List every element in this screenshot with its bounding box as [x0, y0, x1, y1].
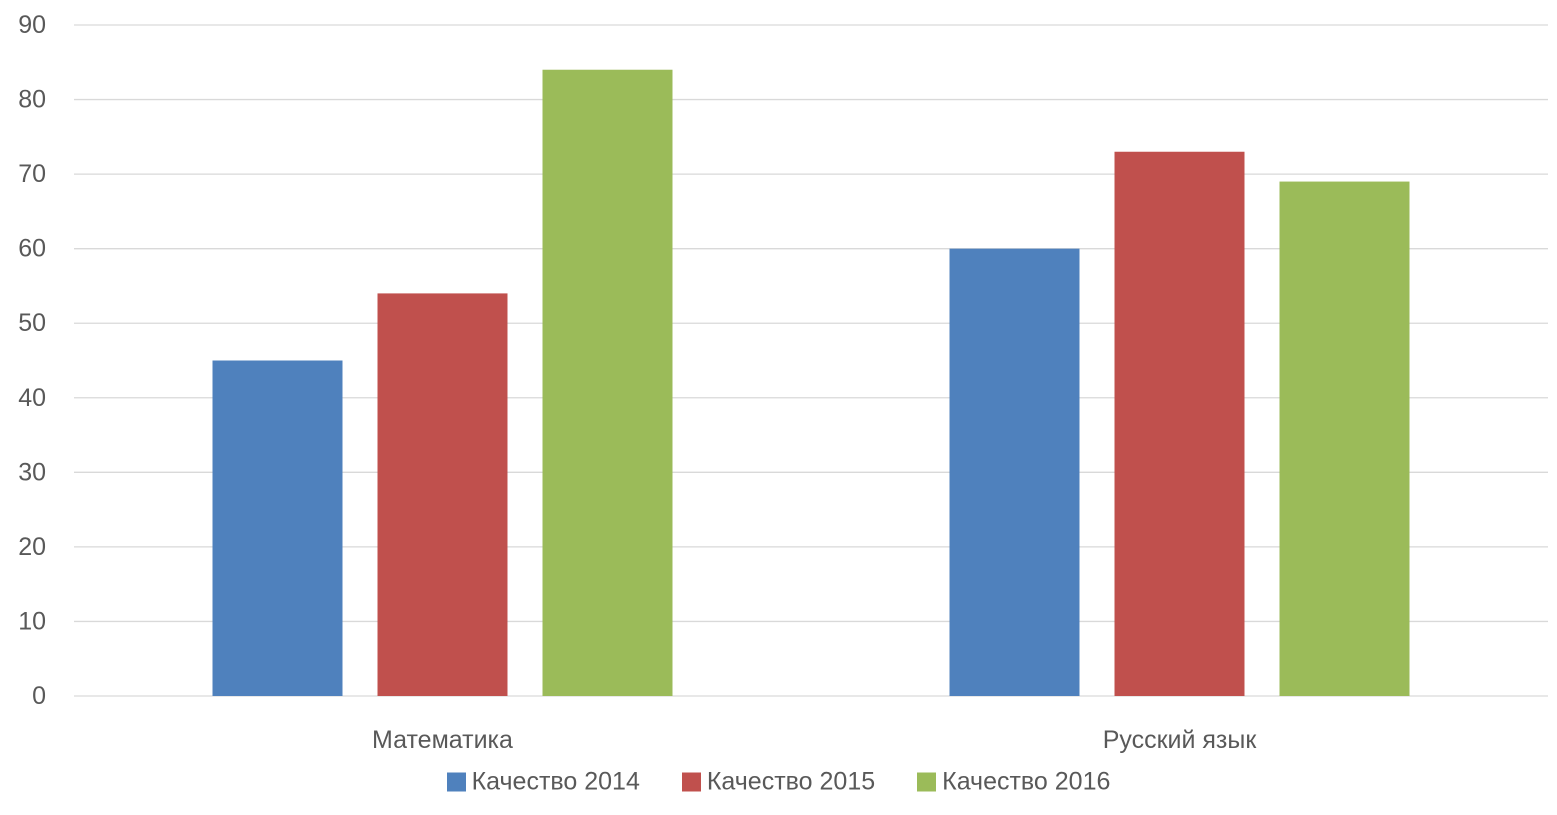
- legend-swatch-series-2: [917, 772, 937, 792]
- bars: [212, 69, 1410, 697]
- y-tick-label: 0: [32, 682, 46, 710]
- y-tick-label: 50: [18, 309, 46, 337]
- y-tick-label: 60: [18, 235, 46, 263]
- x-axis-categories: Математика Русский язык: [372, 726, 1257, 754]
- bar-0-series-1: [377, 293, 508, 696]
- y-tick-label: 20: [18, 533, 46, 561]
- x-category-label: Математика: [372, 726, 513, 754]
- y-tick-label: 70: [18, 160, 46, 188]
- bar-0-series-0: [212, 360, 343, 696]
- y-axis-ticks: 0 10 20 30 40 50 60 70 80 90: [18, 11, 46, 710]
- legend-item-series-1: Качество 2015: [681, 767, 876, 796]
- bar-1-series-0: [949, 248, 1080, 696]
- y-tick-label: 10: [18, 607, 46, 635]
- y-tick-label: 90: [18, 11, 46, 39]
- y-tick-label: 40: [18, 384, 46, 412]
- legend-item-series-2: Качество 2016: [917, 767, 1111, 796]
- legend-label-series-1: Качество 2015: [706, 767, 876, 796]
- legend-label-series-0: Качество 2014: [471, 767, 640, 796]
- x-category-label: Русский язык: [1103, 726, 1258, 754]
- legend: Качество 2014 Качество 2015 Качество 201…: [0, 769, 1557, 807]
- legend-label-series-2: Качество 2016: [942, 767, 1111, 796]
- y-tick-label: 80: [18, 86, 46, 114]
- y-tick-label: 30: [18, 458, 46, 486]
- bar-0-series-2: [542, 69, 673, 696]
- legend-item-series-0: Качество 2014: [446, 767, 640, 796]
- legend-swatch-series-0: [446, 772, 466, 792]
- bar-1-series-2: [1279, 181, 1410, 697]
- legend-swatch-series-1: [681, 772, 701, 792]
- bar-1-series-1: [1114, 151, 1245, 696]
